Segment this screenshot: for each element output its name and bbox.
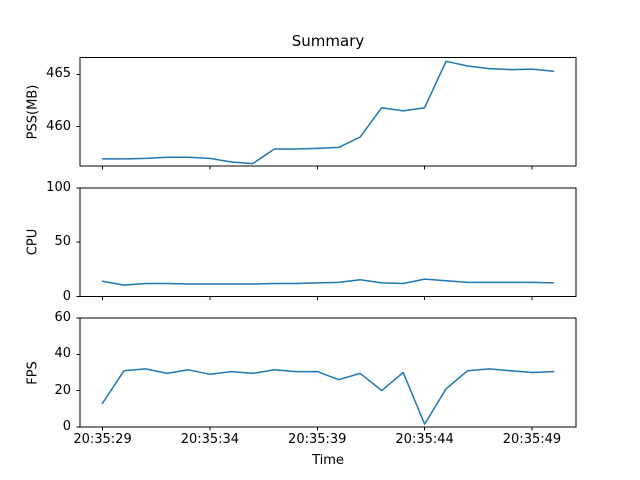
series-line-pssmb [101,60,555,165]
y-tick-label: 460 [46,118,71,134]
x-tick-label: 20:35:39 [288,432,347,447]
series-line-cpu [101,278,555,286]
x-tick-label: 20:35:49 [502,432,562,447]
x-tick-label: 20:35:29 [73,432,132,447]
y-tick-label: 0 [62,288,71,304]
y-tick-label: 50 [54,234,71,250]
y-tick-label: 465 [46,66,71,82]
series-line-fps [101,368,555,425]
y-tick-label: 40 [54,346,71,362]
x-tick-label: 20:35:44 [395,432,454,447]
x-tick-label: 20:35:34 [180,432,240,447]
y-tick-label: 0 [62,418,71,434]
x-axis-label-time: Time [312,453,344,468]
y-tick-label: 60 [54,310,71,326]
axes-frame [79,317,577,428]
y-axis-label-fps: FPS [25,361,41,385]
axes-frame [79,187,577,297]
chart-title: Summary [291,32,365,50]
y-tick-label: 100 [46,179,71,195]
axes-frame [79,57,577,167]
y-tick-label: 20 [54,382,71,398]
